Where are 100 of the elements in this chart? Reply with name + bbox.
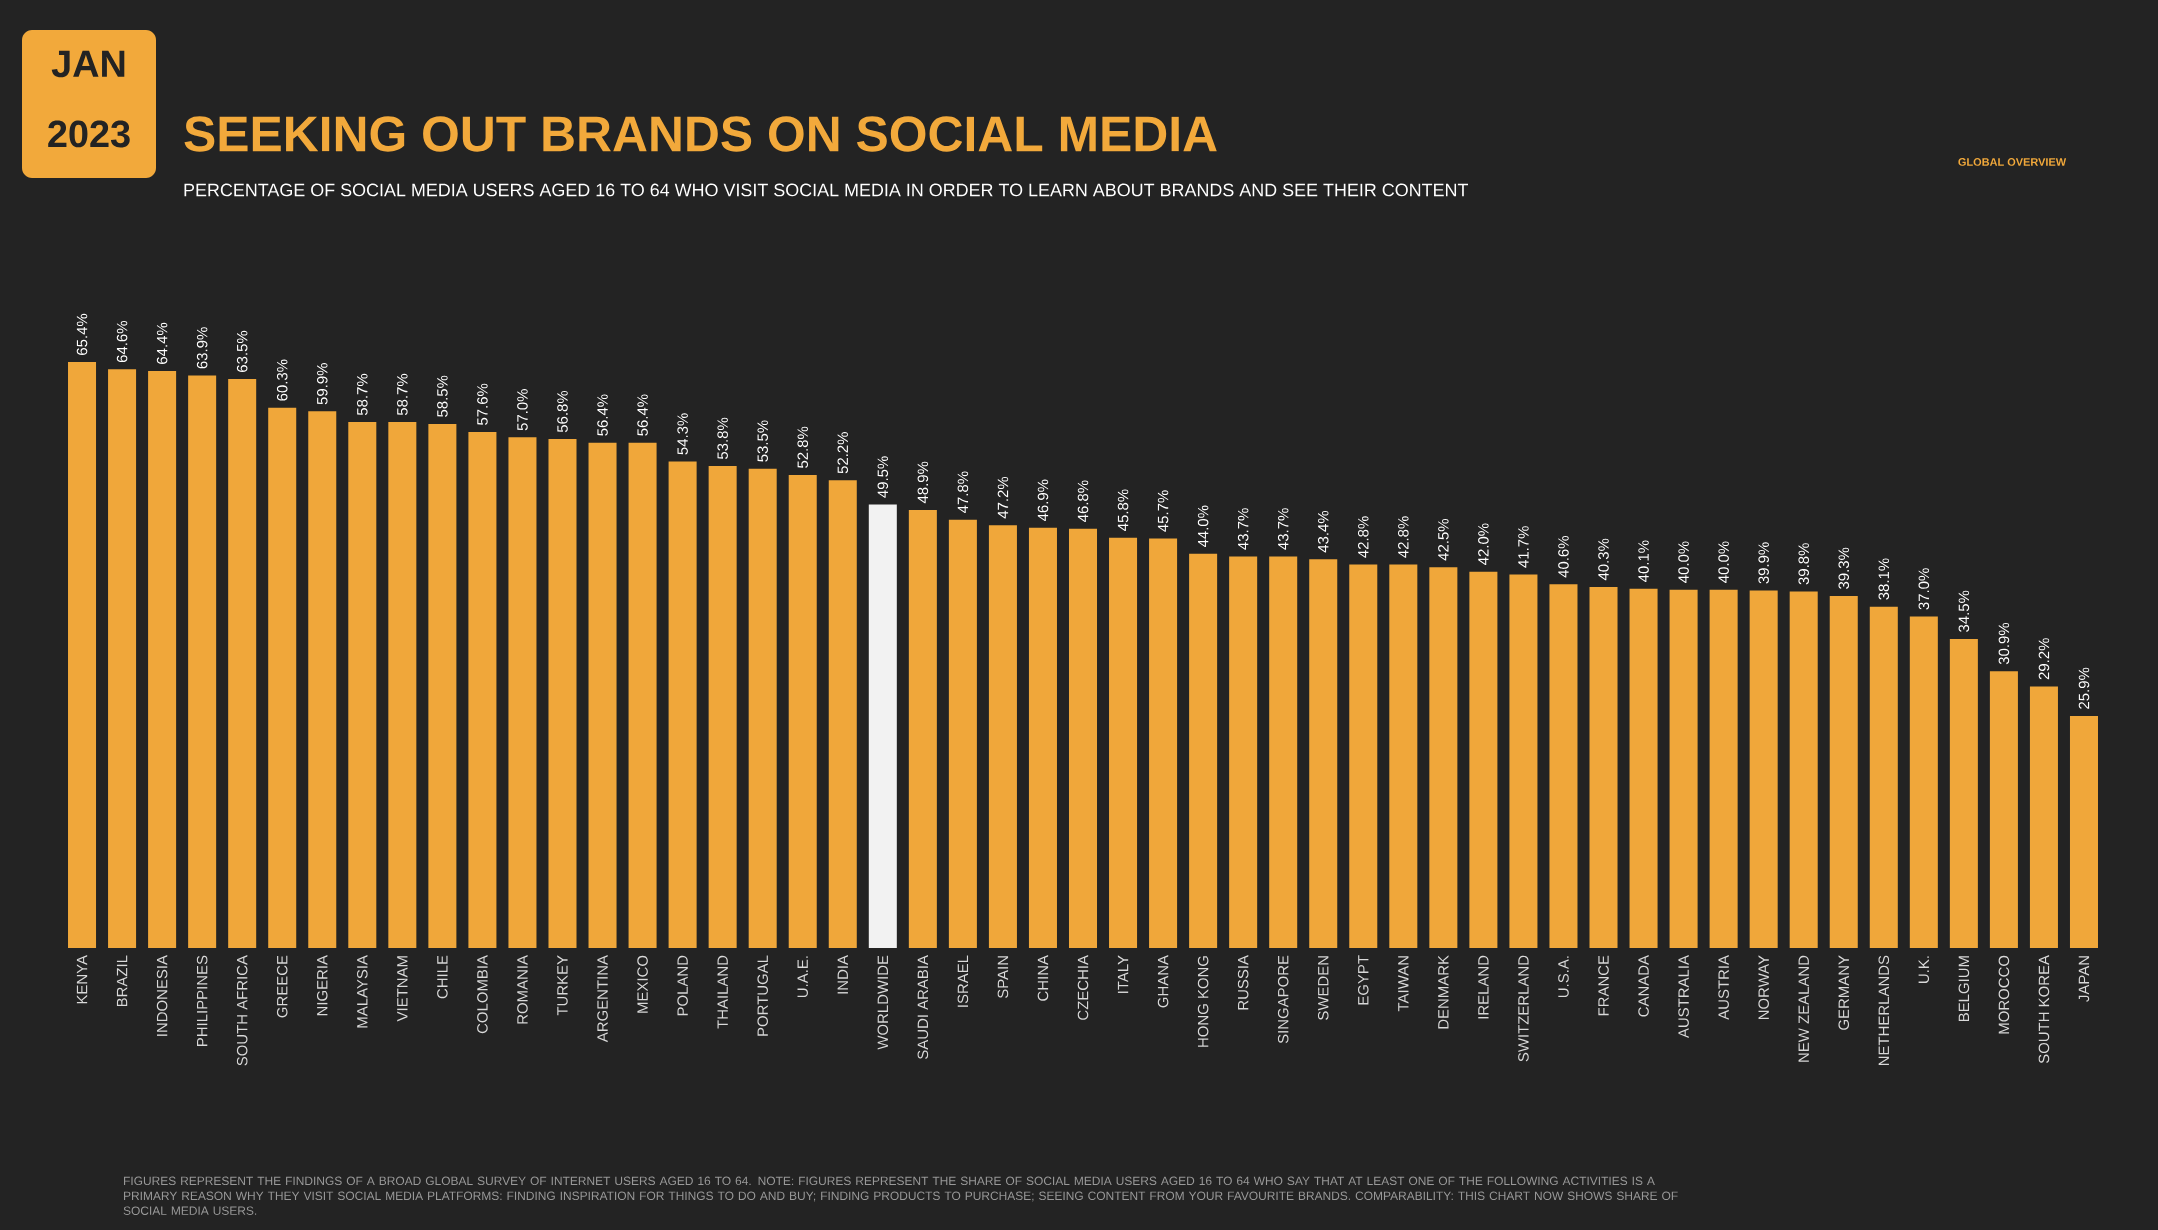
data-label: 59.9% <box>316 363 328 405</box>
data-label: 58.7% <box>397 373 408 416</box>
x-tick-label: NEW ZEALAND <box>1798 955 1809 1062</box>
bar <box>1028 527 1057 948</box>
x-tick-label: U.K. <box>1918 956 1930 983</box>
x-tick-label: INDIA <box>837 955 848 994</box>
bar <box>788 474 817 948</box>
text: JAN <box>51 50 125 78</box>
bar <box>308 411 337 948</box>
data-label: 40.1% <box>1638 540 1649 582</box>
text: FIGURES REPRESENT THE FINDINGS OF A BROAD GLOBAL SURVEY OF INTERNET USERS AGED 16 TO 64. NOTE: FIGURES REPRESENT THE SHARE OF SOCIAL MEDIA USERS AGED 16 TO 64 WHO SAY THAT AT LEAST ONE OF THE FOLLOWING ACTIVITIES IS A PRIMARY REASON WHY THEY VISIT SOCIAL MEDIA PLATFORMS: FINDING INSPIRATION FOR THINGS TO DO AND BUY; FINDING PRODUCTS TO PURCHASE; SEEING CONTENT FROM YOUR FAVOURITE BRANDS. COMPARABILITY: THIS CHART NOW SHOWS SHARE OF SOCIAL MEDIA USERS. <box>123 1176 1678 1215</box>
x-tick-label: KENYA <box>76 955 88 1004</box>
text: GLOBAL OVERVIEW <box>1958 158 2067 166</box>
bar <box>468 431 497 948</box>
data-label: 49.5% <box>877 456 889 498</box>
bar <box>1189 553 1218 948</box>
x-tick-label: CANADA <box>1638 955 1649 1017</box>
data-label: 45.7% <box>1157 490 1169 532</box>
x-tick-label: NIGERIA <box>316 955 328 1016</box>
x-tick-label: MEXICO <box>637 955 648 1013</box>
x-tick-label: ROMANIA <box>517 955 528 1024</box>
data-label: 57.0% <box>517 389 528 431</box>
bar <box>348 422 377 948</box>
bar <box>1549 584 1578 948</box>
bar <box>1149 538 1178 948</box>
bar <box>268 407 297 948</box>
data-label: 56.4% <box>597 394 608 436</box>
data-label: 54.3% <box>677 413 688 455</box>
x-tick-label: INDONESIA <box>156 955 168 1036</box>
data-label: 39.9% <box>1758 542 1769 584</box>
data-label: 58.5% <box>437 375 448 417</box>
x-tick-label: CZECHIA <box>1077 955 1089 1020</box>
data-label: 40.3% <box>1598 538 1609 581</box>
x-tick-label: FRANCE <box>1598 955 1609 1016</box>
bar <box>948 519 977 948</box>
data-label: 48.9% <box>917 461 929 504</box>
data-label: 29.2% <box>2038 638 2050 680</box>
bar <box>1389 564 1418 948</box>
bar <box>548 439 577 948</box>
x-tick-label: BELGIUM <box>1958 956 1970 1022</box>
bar <box>1989 671 2018 948</box>
x-tick-label: COLOMBIA <box>477 955 488 1034</box>
data-label: 64.4% <box>156 322 168 364</box>
data-label: 43.4% <box>1317 510 1329 553</box>
x-tick-label: AUSTRALIA <box>1678 955 1689 1039</box>
x-tick-label: MOROCCO <box>1998 955 2010 1034</box>
x-tick-label: SAUDI ARABIA <box>917 955 929 1059</box>
bar <box>1789 591 1818 948</box>
data-label: 52.2% <box>837 432 849 474</box>
data-label: 53.5% <box>757 420 768 462</box>
bar <box>428 423 457 948</box>
x-tick-label: WORLDWIDE <box>877 955 889 1050</box>
bar <box>2069 715 2098 948</box>
data-label: 37.0% <box>1918 568 1930 610</box>
bar <box>588 442 617 948</box>
bar <box>628 442 657 948</box>
bar <box>1589 586 1618 948</box>
x-tick-label: GREECE <box>276 955 288 1018</box>
data-label: 44.0% <box>1197 505 1209 548</box>
data-label: 52.8% <box>797 426 809 468</box>
data-label: 42.8% <box>1398 516 1409 558</box>
data-label: 30.9% <box>1998 622 2010 665</box>
text: 2023 <box>48 120 130 148</box>
x-tick-label: ITALY <box>1117 955 1129 993</box>
x-tick-label: SWEDEN <box>1317 956 1329 1020</box>
bar <box>188 375 217 948</box>
data-label: 53.8% <box>717 417 728 459</box>
bar <box>1068 528 1098 948</box>
x-tick-label: CHILE <box>437 955 448 999</box>
bar <box>1309 559 1338 948</box>
x-tick-label: GERMANY <box>1838 955 1850 1030</box>
x-tick-label: CHINA <box>1037 955 1049 1001</box>
data-label: 56.4% <box>637 394 648 436</box>
chart-subtitle: PERCENTAGE OF SOCIAL MEDIA USERS AGED 16 TO 64 WHO VISIT SOCIAL MEDIA IN ORDER TO LEARN ABOUT BRANDS AND SEE THEIR CONTENT <box>184 183 1469 197</box>
data-label: 46.8% <box>1077 480 1089 522</box>
bar <box>2029 686 2058 948</box>
x-tick-label: RUSSIA <box>1237 955 1249 1010</box>
data-label: 43.7% <box>1237 508 1249 550</box>
x-tick-label: TURKEY <box>557 955 568 1016</box>
data-label: 46.9% <box>1037 479 1049 522</box>
data-label: 64.6% <box>116 321 128 363</box>
bar <box>1669 589 1698 948</box>
data-label: 43.7% <box>1277 508 1289 550</box>
x-tick-label: AUSTRIA <box>1718 955 1729 1020</box>
x-tick-label: SOUTH KOREA <box>2038 955 2050 1064</box>
data-label: 56.8% <box>557 390 568 433</box>
bar <box>708 465 737 948</box>
bar <box>988 525 1017 948</box>
data-label: 65.4% <box>76 313 88 355</box>
x-tick-label: VIETNAM <box>397 956 408 1022</box>
bar <box>228 379 257 948</box>
data-label: 25.9% <box>2078 667 2090 709</box>
x-tick-label: ISRAEL <box>957 955 969 1007</box>
bar <box>508 437 537 948</box>
data-label: 47.2% <box>997 476 1009 519</box>
bar <box>668 461 697 948</box>
x-tick-label: EGYPT <box>1357 955 1369 1005</box>
x-tick-label: IRELAND <box>1478 955 1489 1019</box>
data-label: 45.8% <box>1117 489 1129 531</box>
bar <box>908 509 937 948</box>
